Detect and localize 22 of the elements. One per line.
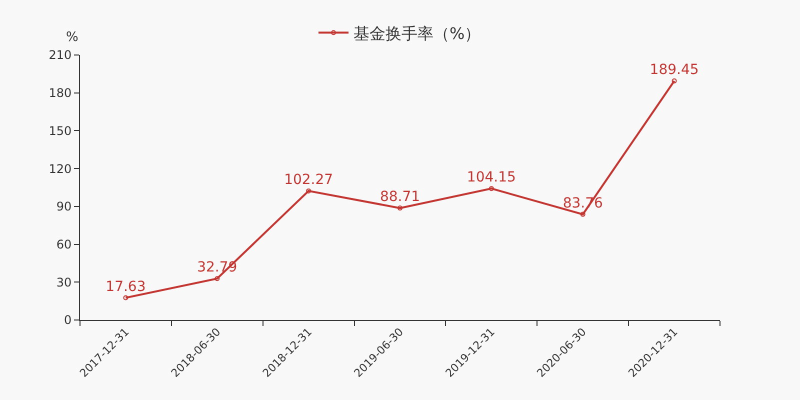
point xyxy=(306,188,312,194)
point xyxy=(488,186,494,192)
y-tick-label: 0 xyxy=(64,313,72,328)
data-label: 17.63 xyxy=(106,278,146,295)
y-tick-label: 120 xyxy=(48,162,72,176)
y-tick-label: 90 xyxy=(56,200,72,214)
legend-label: 基金换手率（%） xyxy=(354,24,481,43)
y-tick-label: 210 xyxy=(48,48,72,62)
y-tick-label: 60 xyxy=(56,237,72,252)
y-tick-label: 180 xyxy=(48,86,72,100)
point xyxy=(580,212,586,217)
point xyxy=(398,206,402,211)
y-axis-title: % xyxy=(66,30,78,45)
data-label: 88.71 xyxy=(380,189,420,206)
y-tick-label: 30 xyxy=(56,275,72,290)
point xyxy=(214,276,220,282)
data-label: 189.45 xyxy=(650,62,699,78)
y-tick-label: 150 xyxy=(48,124,72,138)
data-label: 102.27 xyxy=(284,172,334,188)
point xyxy=(123,295,128,300)
point xyxy=(672,78,677,84)
data-label: 104.15 xyxy=(466,170,516,186)
